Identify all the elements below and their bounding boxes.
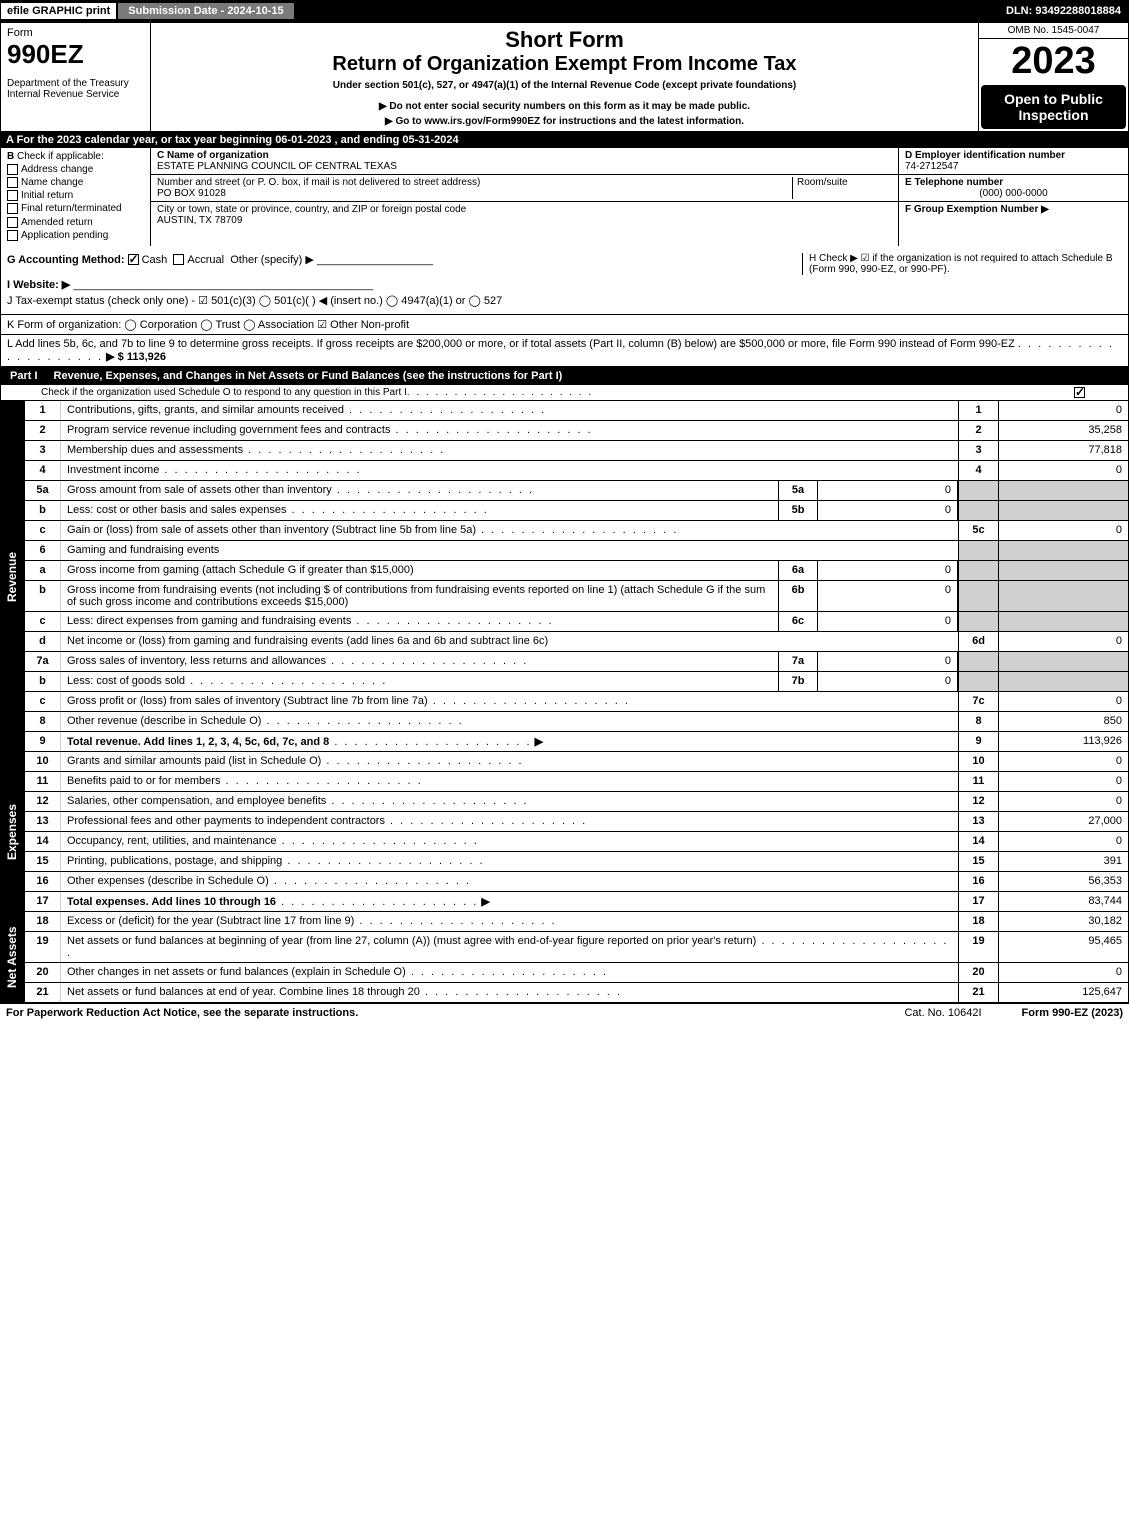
- side-revenue: Revenue: [0, 401, 24, 752]
- line-19: 19Net assets or fund balances at beginni…: [25, 932, 1128, 963]
- line-13: 13Professional fees and other payments t…: [25, 812, 1128, 832]
- footer-left: For Paperwork Reduction Act Notice, see …: [6, 1007, 358, 1019]
- omb-number: OMB No. 1545-0047: [979, 23, 1128, 39]
- open-to-public: Open to Public Inspection: [981, 85, 1126, 129]
- dept-treasury: Department of the Treasury: [7, 78, 144, 89]
- k-form-org: K Form of organization: ◯ Corporation ◯ …: [0, 315, 1129, 335]
- ein: 74-2712547: [905, 161, 1122, 172]
- chk-name-change[interactable]: Name change: [7, 177, 144, 188]
- header-left: Form 990EZ Department of the Treasury In…: [1, 23, 151, 131]
- section-bcdef: B Check if applicable: Address change Na…: [0, 148, 1129, 246]
- line-7c: cGross profit or (loss) from sales of in…: [25, 692, 1128, 712]
- line-16: 16Other expenses (describe in Schedule O…: [25, 872, 1128, 892]
- e-phone-label: E Telephone number: [905, 177, 1122, 188]
- section-ghij: G Accounting Method: Cash Accrual Other …: [0, 246, 1129, 315]
- form-header: Form 990EZ Department of the Treasury In…: [0, 22, 1129, 132]
- line-10: 10Grants and similar amounts paid (list …: [25, 752, 1128, 772]
- short-form-title: Short Form: [157, 27, 972, 53]
- line-5c: cGain or (loss) from sale of assets othe…: [25, 521, 1128, 541]
- col-c: C Name of organization ESTATE PLANNING C…: [151, 148, 898, 246]
- line-1: 1Contributions, gifts, grants, and simil…: [25, 401, 1128, 421]
- efile-print-button[interactable]: efile GRAPHIC print: [0, 2, 117, 20]
- line-6b: bGross income from fundraising events (n…: [25, 581, 1128, 612]
- line-15: 15Printing, publications, postage, and s…: [25, 852, 1128, 872]
- part1-header: Part I Revenue, Expenses, and Changes in…: [0, 367, 1129, 385]
- street: PO BOX 91028: [157, 188, 792, 199]
- chk-final-return[interactable]: Final return/terminated: [7, 203, 144, 214]
- line-6c: cLess: direct expenses from gaming and f…: [25, 612, 1128, 632]
- line-5a: 5aGross amount from sale of assets other…: [25, 481, 1128, 501]
- line-7b: bLess: cost of goods sold 7b0: [25, 672, 1128, 692]
- j-tax-exempt: J Tax-exempt status (check only one) - ☑…: [7, 294, 1122, 307]
- org-name: ESTATE PLANNING COUNCIL OF CENTRAL TEXAS: [157, 161, 892, 172]
- g-other: Other (specify) ▶: [230, 254, 314, 266]
- chk-address-change[interactable]: Address change: [7, 164, 144, 175]
- line-11: 11Benefits paid to or for members 110: [25, 772, 1128, 792]
- phone: (000) 000-0000: [905, 188, 1122, 199]
- header-mid: Short Form Return of Organization Exempt…: [151, 23, 978, 131]
- line-6a: aGross income from gaming (attach Schedu…: [25, 561, 1128, 581]
- header-right: OMB No. 1545-0047 2023 Open to Public In…: [978, 23, 1128, 131]
- part1-label: Part I: [0, 367, 48, 385]
- h-section: H Check ▶ ☑ if the organization is not r…: [802, 253, 1122, 275]
- line-7a: 7aGross sales of inventory, less returns…: [25, 652, 1128, 672]
- chk-pending[interactable]: Application pending: [7, 230, 144, 241]
- line-2: 2Program service revenue including gover…: [25, 421, 1128, 441]
- chk-accrual[interactable]: [173, 254, 184, 265]
- footer: For Paperwork Reduction Act Notice, see …: [0, 1003, 1129, 1022]
- side-netassets: Net Assets: [0, 912, 24, 1003]
- form-label: Form: [7, 27, 144, 39]
- line-17: 17Total expenses. Add lines 10 through 1…: [25, 892, 1128, 912]
- under-section: Under section 501(c), 527, or 4947(a)(1)…: [157, 80, 972, 91]
- dln: DLN: 93492288018884: [998, 3, 1129, 19]
- b-check-label: Check if applicable:: [17, 151, 104, 162]
- warn-goto: ▶ Go to www.irs.gov/Form990EZ for instru…: [157, 116, 972, 127]
- d-ein-label: D Employer identification number: [905, 150, 1122, 161]
- col-def: D Employer identification number 74-2712…: [898, 148, 1128, 246]
- part1-sub: Check if the organization used Schedule …: [0, 385, 1129, 401]
- line-3: 3Membership dues and assessments 377,818: [25, 441, 1128, 461]
- side-expenses: Expenses: [0, 752, 24, 912]
- form-number: 990EZ: [7, 39, 144, 70]
- part1-title: Revenue, Expenses, and Changes in Net As…: [48, 367, 1129, 385]
- warn-ssn: ▶ Do not enter social security numbers o…: [157, 101, 972, 112]
- submission-date: Submission Date - 2024-10-15: [117, 2, 294, 20]
- line-9: 9Total revenue. Add lines 1, 2, 3, 4, 5c…: [25, 732, 1128, 752]
- chk-initial-return[interactable]: Initial return: [7, 190, 144, 201]
- irs-label: Internal Revenue Service: [7, 89, 144, 100]
- line-20: 20Other changes in net assets or fund ba…: [25, 963, 1128, 983]
- city-label: City or town, state or province, country…: [157, 204, 892, 215]
- line-21: 21Net assets or fund balances at end of …: [25, 983, 1128, 1003]
- row-a-tax-year: A For the 2023 calendar year, or tax yea…: [0, 132, 1129, 148]
- chk-amended[interactable]: Amended return: [7, 217, 144, 228]
- i-website: I Website: ▶: [7, 279, 70, 291]
- line-8: 8Other revenue (describe in Schedule O) …: [25, 712, 1128, 732]
- city: AUSTIN, TX 78709: [157, 215, 892, 226]
- chk-schedule-o[interactable]: [1074, 387, 1085, 398]
- f-group-label: F Group Exemption Number ▶: [905, 204, 1122, 215]
- l-gross-receipts: L Add lines 5b, 6c, and 7b to line 9 to …: [0, 335, 1129, 367]
- chk-cash[interactable]: [128, 254, 139, 265]
- line-5b: bLess: cost or other basis and sales exp…: [25, 501, 1128, 521]
- line-6d: dNet income or (loss) from gaming and fu…: [25, 632, 1128, 652]
- line-18: 18Excess or (deficit) for the year (Subt…: [25, 912, 1128, 932]
- room-label: Room/suite: [792, 177, 892, 199]
- line-12: 12Salaries, other compensation, and empl…: [25, 792, 1128, 812]
- return-title: Return of Organization Exempt From Incom…: [157, 53, 972, 76]
- tax-year: 2023: [979, 39, 1128, 83]
- street-label: Number and street (or P. O. box, if mail…: [157, 177, 792, 188]
- b-label: B: [7, 151, 14, 162]
- c-name-label: C Name of organization: [157, 150, 892, 161]
- col-b: B Check if applicable: Address change Na…: [1, 148, 151, 246]
- line-4: 4Investment income 40: [25, 461, 1128, 481]
- top-bar: efile GRAPHIC print Submission Date - 20…: [0, 0, 1129, 22]
- line-6: 6Gaming and fundraising events: [25, 541, 1128, 561]
- g-label: G Accounting Method:: [7, 254, 125, 266]
- footer-cat: Cat. No. 10642I: [904, 1007, 981, 1019]
- footer-form: Form 990-EZ (2023): [1022, 1007, 1123, 1019]
- line-14: 14Occupancy, rent, utilities, and mainte…: [25, 832, 1128, 852]
